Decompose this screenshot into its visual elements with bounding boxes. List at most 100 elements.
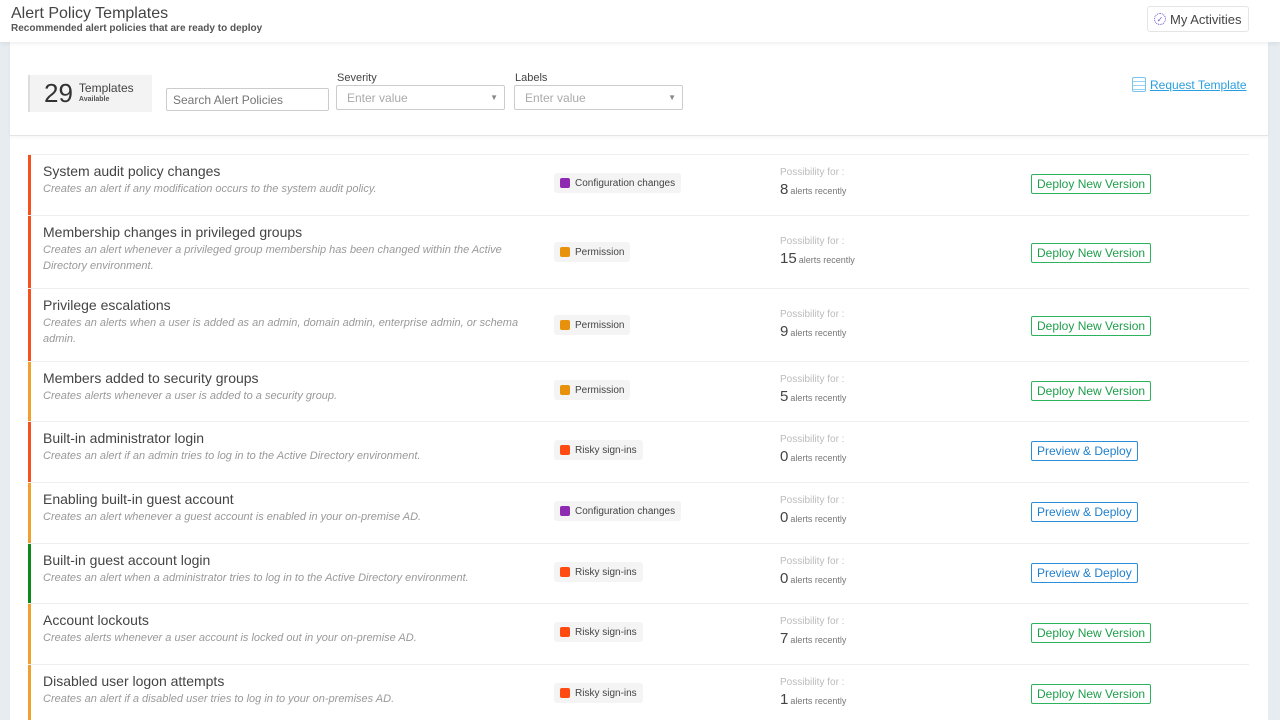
template-title: Members added to security groups	[43, 370, 259, 386]
my-activities-button[interactable]: ✓ My Activities	[1147, 6, 1249, 32]
possibility-label: Possibility for :	[780, 677, 845, 688]
template-title: Built-in guest account login	[43, 552, 211, 568]
label-tag: Risky sign-ins	[554, 622, 643, 642]
severity-indicator	[28, 544, 31, 603]
possibility-label: Possibility for :	[780, 167, 845, 178]
document-icon	[1132, 77, 1146, 92]
template-row: Built-in guest account login Creates an …	[28, 543, 1249, 603]
alert-count: 0 alerts recently	[780, 509, 846, 526]
deploy-new-version-button[interactable]: Deploy New Version	[1031, 623, 1152, 643]
template-title: Built-in administrator login	[43, 430, 205, 446]
alert-count-suffix: alerts recently	[798, 255, 855, 265]
alert-count-suffix: alerts recently	[790, 186, 847, 196]
alert-count-suffix: alerts recently	[790, 328, 847, 338]
check-circle-icon: ✓	[1154, 13, 1166, 25]
template-title: Membership changes in privileged groups	[43, 224, 303, 240]
template-title: Enabling built-in guest account	[43, 491, 234, 507]
label-text: Permission	[575, 384, 625, 396]
preview-deploy-button[interactable]: Preview & Deploy	[1031, 441, 1138, 461]
request-template-link[interactable]: Request Template	[1132, 77, 1247, 92]
alert-count-suffix: alerts recently	[790, 696, 847, 706]
possibility-label: Possibility for :	[780, 495, 845, 506]
alert-count: 1 alerts recently	[780, 691, 846, 708]
template-description: Creates an alert if a disabled user trie…	[43, 693, 395, 705]
severity-indicator	[28, 483, 31, 543]
templates-count: 29 Templates Available	[28, 75, 152, 112]
template-row: Built-in administrator login Creates an …	[28, 421, 1249, 482]
chevron-down-icon: ▼	[490, 93, 498, 102]
label-tag: Risky sign-ins	[554, 683, 643, 703]
alert-count-suffix: alerts recently	[790, 393, 847, 403]
alert-count-value: 0	[780, 570, 789, 587]
label-tag: Permission	[554, 380, 631, 400]
label-color-swatch	[560, 688, 570, 698]
label-tag: Configuration changes	[554, 501, 682, 521]
search-input[interactable]	[166, 88, 329, 111]
template-row: Members added to security groups Creates…	[28, 361, 1249, 421]
label-text: Permission	[575, 246, 625, 258]
label-color-swatch	[560, 247, 570, 257]
label-color-swatch	[560, 627, 570, 637]
template-title: Privilege escalations	[43, 297, 171, 313]
label-text: Risky sign-ins	[575, 566, 637, 578]
severity-placeholder: Enter value	[347, 91, 408, 105]
labels-placeholder: Enter value	[525, 91, 586, 105]
label-color-swatch	[560, 320, 570, 330]
alert-count: 8 alerts recently	[780, 181, 846, 198]
template-row: Enabling built-in guest account Creates …	[28, 482, 1249, 543]
label-color-swatch	[560, 445, 570, 455]
deploy-new-version-button[interactable]: Deploy New Version	[1031, 174, 1152, 194]
count-label: Templates	[78, 80, 134, 95]
alert-count-suffix: alerts recently	[790, 453, 847, 463]
severity-indicator	[28, 422, 31, 482]
severity-select[interactable]: Enter value ▼	[336, 85, 505, 110]
template-row: Membership changes in privileged groups …	[28, 215, 1249, 288]
severity-indicator	[28, 604, 31, 664]
alert-count: 5 alerts recently	[780, 388, 846, 405]
labels-label: Labels	[515, 72, 548, 84]
alert-count-value: 0	[780, 448, 789, 465]
deploy-new-version-button[interactable]: Deploy New Version	[1031, 381, 1152, 401]
labels-select[interactable]: Enter value ▼	[514, 85, 683, 110]
template-row: System audit policy changes Creates an a…	[28, 154, 1249, 215]
alert-count: 15 alerts recently	[780, 250, 855, 267]
severity-indicator	[28, 155, 31, 215]
possibility-label: Possibility for :	[780, 556, 845, 567]
label-text: Risky sign-ins	[575, 687, 637, 699]
template-description: Creates an alert if an admin tries to lo…	[43, 450, 421, 462]
template-description: Creates alerts whenever a user is added …	[43, 390, 338, 402]
label-tag: Risky sign-ins	[554, 440, 643, 460]
template-row: Disabled user logon attempts Creates an …	[28, 664, 1249, 720]
possibility-label: Possibility for :	[780, 434, 845, 445]
my-activities-label: My Activities	[1170, 11, 1242, 27]
severity-indicator	[28, 665, 31, 720]
template-description: Creates an alert if any modification occ…	[43, 183, 377, 195]
alert-count-value: 7	[780, 630, 789, 647]
severity-indicator	[28, 289, 31, 361]
deploy-new-version-button[interactable]: Deploy New Version	[1031, 243, 1152, 263]
alert-count-suffix: alerts recently	[790, 514, 847, 524]
count-sub: Available	[78, 95, 110, 103]
possibility-label: Possibility for :	[780, 616, 845, 627]
deploy-new-version-button[interactable]: Deploy New Version	[1031, 684, 1152, 704]
template-description: Creates an alerts when a user is added a…	[43, 317, 519, 345]
alert-count-value: 1	[780, 691, 789, 708]
label-color-swatch	[560, 178, 570, 188]
preview-deploy-button[interactable]: Preview & Deploy	[1031, 502, 1138, 522]
template-description: Creates alerts whenever a user account i…	[43, 632, 417, 644]
label-text: Risky sign-ins	[575, 444, 637, 456]
label-color-swatch	[560, 567, 570, 577]
possibility-label: Possibility for :	[780, 236, 845, 247]
preview-deploy-button[interactable]: Preview & Deploy	[1031, 563, 1138, 583]
deploy-new-version-button[interactable]: Deploy New Version	[1031, 316, 1152, 336]
alert-count-value: 9	[780, 323, 789, 340]
template-description: Creates an alert whenever a guest accoun…	[43, 511, 422, 523]
label-text: Configuration changes	[575, 505, 676, 517]
template-title: Disabled user logon attempts	[43, 673, 225, 689]
template-title: System audit policy changes	[43, 163, 221, 179]
severity-indicator	[28, 362, 31, 421]
severity-indicator	[28, 216, 31, 288]
label-color-swatch	[560, 385, 570, 395]
request-template-label: Request Template	[1150, 77, 1247, 92]
